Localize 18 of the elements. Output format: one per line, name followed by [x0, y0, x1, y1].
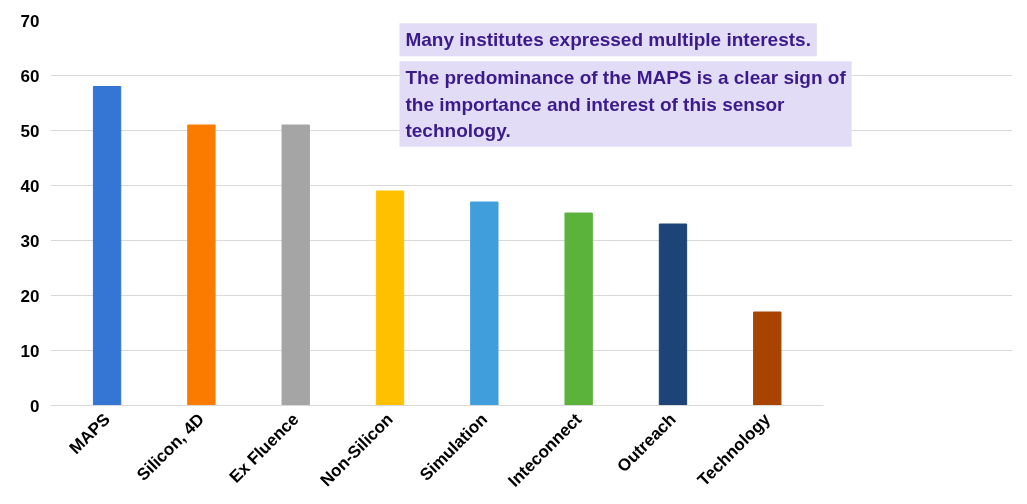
y-tick-label: 40	[20, 176, 40, 196]
annotation: The predominance of the MAPS is a clear sign of the importance and interest of this sensor technology.	[405, 67, 847, 141]
bar	[187, 124, 216, 406]
y-tick-label: 70	[20, 11, 40, 31]
y-tick-label: 60	[20, 66, 40, 86]
bar	[281, 124, 310, 406]
bar	[658, 223, 688, 406]
y-tick-label: 50	[20, 121, 40, 141]
bar	[753, 311, 782, 406]
annotation: Many institutes expressed multiple interests.	[405, 29, 811, 51]
bar	[92, 86, 122, 406]
bar	[470, 201, 499, 406]
y-tick-label: 30	[20, 231, 40, 251]
y-tick-label: 10	[20, 341, 40, 361]
y-tick-label: 20	[20, 286, 40, 306]
y-tick-label: 0	[30, 396, 40, 416]
bar	[564, 212, 593, 406]
bar	[375, 190, 405, 406]
